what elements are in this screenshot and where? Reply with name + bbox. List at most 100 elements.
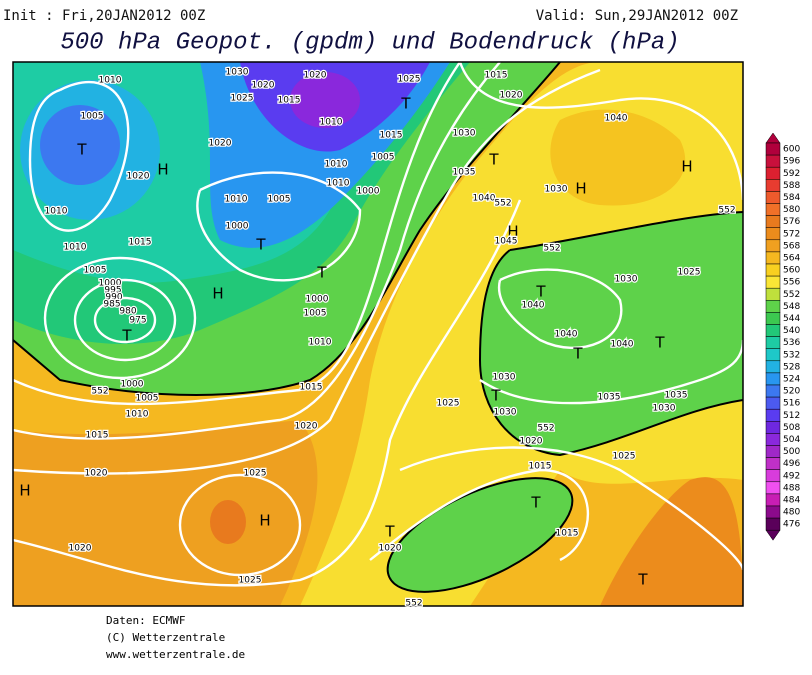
pressure-center: T xyxy=(384,523,395,541)
colorbar-label: 496 xyxy=(783,459,800,469)
isobar-label: 1040 xyxy=(473,194,496,204)
pressure-center: H xyxy=(157,161,168,179)
isobar-label: 1020 xyxy=(209,139,232,149)
isobar-label: 1010 xyxy=(309,338,332,348)
colorbar-label: 552 xyxy=(783,290,800,300)
colorbar-label: 568 xyxy=(783,241,800,251)
contour-552 xyxy=(478,211,743,457)
colorbar-swatch xyxy=(765,215,781,228)
isobar-label: 1040 xyxy=(522,301,545,311)
colorbar-swatch xyxy=(765,372,781,386)
isobar-label: 1040 xyxy=(605,114,628,124)
isobar-label: 1025 xyxy=(244,469,267,479)
init-time: Init : Fri,20JAN2012 00Z xyxy=(3,8,205,24)
isobar-label: 1015 xyxy=(86,431,109,441)
isobar-label: 1015 xyxy=(278,96,301,106)
zone-572 xyxy=(600,477,743,606)
isobar-label: 1000 xyxy=(357,187,380,197)
pressure-center: T xyxy=(400,95,411,113)
isobar-label: 1010 xyxy=(325,160,348,170)
pressure-center: T xyxy=(637,571,648,589)
colorbar-label: 504 xyxy=(783,435,800,445)
colorbar-label: 600 xyxy=(783,145,800,155)
isobar-label: 1010 xyxy=(45,207,68,217)
colorbar-swatch xyxy=(765,384,781,398)
colorbar-swatch xyxy=(765,493,781,507)
colorbar-swatch xyxy=(765,348,781,362)
colorbar-label: 580 xyxy=(783,205,800,215)
isobar-label: 552 xyxy=(537,424,554,434)
colorbar-label: 588 xyxy=(783,181,800,191)
isobar-label: 1020 xyxy=(127,172,150,182)
colorbar-label: 576 xyxy=(783,217,800,227)
isobar-label: 1025 xyxy=(437,399,460,409)
map-area xyxy=(13,62,743,606)
isobar-label: 1000 xyxy=(121,380,144,390)
colorbar-label: 512 xyxy=(783,411,800,421)
isobar-label: 1030 xyxy=(494,408,517,418)
colorbar-label: 500 xyxy=(783,447,800,457)
colorbar-arrow xyxy=(765,132,781,144)
isobar-label: 995 xyxy=(104,286,121,296)
isobar-label: 1015 xyxy=(380,131,403,141)
colorbar-swatch xyxy=(765,287,781,301)
colorbar-label: 524 xyxy=(783,374,800,384)
isobar-label: 1030 xyxy=(453,129,476,139)
isobar-label: 1000 xyxy=(306,295,329,305)
isobar-label: 1020 xyxy=(304,71,327,81)
colorbar-swatch xyxy=(765,433,781,446)
isobar-label: 1025 xyxy=(678,268,701,278)
isobar-label: 990 xyxy=(105,293,122,303)
colorbar-swatch xyxy=(765,275,781,289)
colorbar-label: 592 xyxy=(783,169,800,179)
colorbar-swatch xyxy=(765,360,781,374)
isobar-label: 1005 xyxy=(372,153,395,163)
map-title: 500 hPa Geopot. (gpdm) und Bodendruck (h… xyxy=(60,29,679,56)
colorbar-swatch xyxy=(765,251,781,265)
pressure-center: H xyxy=(259,512,270,530)
pressure-center: T xyxy=(121,327,132,345)
isobar-label: 552 xyxy=(405,599,422,609)
pressure-center: H xyxy=(575,180,586,198)
isobar-label: 1035 xyxy=(598,393,621,403)
colorbar-label: 532 xyxy=(783,350,800,360)
isobar-label: 1020 xyxy=(520,437,543,447)
colorbar-swatch xyxy=(765,142,781,156)
pressure-center: T xyxy=(535,283,546,301)
isobar-label: 1015 xyxy=(300,383,323,393)
isobar-label: 1025 xyxy=(613,452,636,462)
isobar-label: 1045 xyxy=(495,237,518,247)
colorbar-swatch xyxy=(765,408,781,422)
isobar-label: 1015 xyxy=(485,71,508,81)
pressure-center: T xyxy=(654,334,665,352)
colorbar: 600 596 592 588 584 580 576 572 568 564 560 556 552 5… xyxy=(765,132,800,541)
colorbar-label: 584 xyxy=(783,193,800,203)
colorbar-swatch xyxy=(765,300,781,313)
colorbar-swatch xyxy=(765,445,781,458)
isobar-label: 1025 xyxy=(239,576,262,586)
pressure-center: H xyxy=(212,285,223,303)
isobar-label: 985 xyxy=(103,300,120,310)
colorbar-label: 480 xyxy=(783,508,800,518)
colorbar-label: 488 xyxy=(783,483,800,493)
map-labels: 1010 1005 T H 1020 1020 1030 1020 1020 1025 1015 10… xyxy=(19,66,736,610)
isobar-label: 1010 xyxy=(225,195,248,205)
isobar-label: 1005 xyxy=(304,309,327,319)
colorbar-label: 536 xyxy=(783,338,800,348)
valid-time: Valid: Sun,29JAN2012 00Z xyxy=(536,8,738,24)
isobar-label: 1030 xyxy=(653,404,676,414)
isobar-label: 1040 xyxy=(555,330,578,340)
colorbar-label: 548 xyxy=(783,302,800,312)
colorbar-label: 540 xyxy=(783,326,800,336)
footer-line: Daten: ECMWF xyxy=(106,614,185,627)
pressure-center: T xyxy=(490,387,501,405)
colorbar-label: 476 xyxy=(783,520,800,530)
pressure-center: T xyxy=(316,264,327,282)
isobar-label: 1015 xyxy=(529,462,552,472)
colorbar-label: 564 xyxy=(783,253,800,263)
colorbar-label: 556 xyxy=(783,278,800,288)
zone-504 xyxy=(290,72,360,128)
colorbar-label: 520 xyxy=(783,387,800,397)
isobar-label: 1025 xyxy=(398,75,421,85)
